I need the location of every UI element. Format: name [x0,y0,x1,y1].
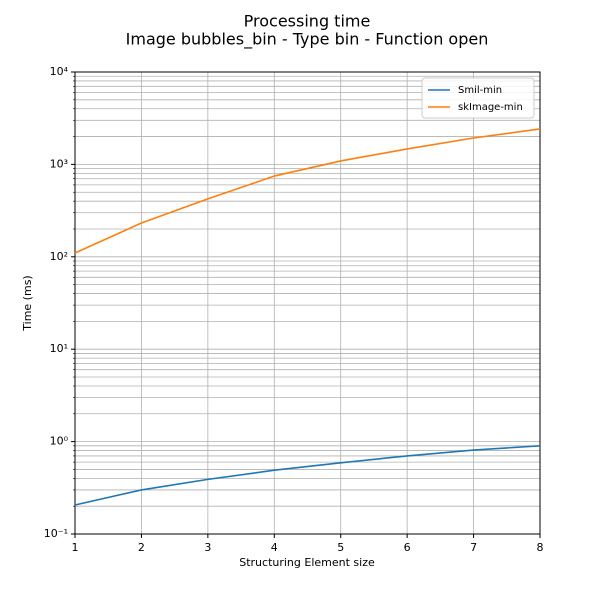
y-tick-label: 10⁴ [50,65,69,78]
line-series [74,445,541,506]
x-tick-label: 1 [72,541,79,554]
chart-subtitle: Image bubbles_bin - Type bin - Function … [126,30,489,50]
legend-box [421,77,535,119]
x-axis-label: Structuring Element size [239,556,375,569]
chart-title: Processing time [244,12,371,31]
x-tick-label: 3 [204,541,211,554]
y-tick-label: 10² [50,250,68,263]
y-tick-label: 10³ [50,157,68,170]
plot-frame [74,71,541,535]
y-tick-label: 10⁰ [50,435,69,448]
line-series [74,128,541,254]
y-tick-label: 10¹ [50,342,68,355]
x-tick-label: 2 [138,541,145,554]
x-tick-label: 5 [337,541,344,554]
legend-label: skImage-min [458,102,523,113]
y-tick-label: 10⁻¹ [44,527,68,540]
x-tick-label: 6 [404,541,411,554]
x-tick-label: 8 [537,541,544,554]
x-tick-label: 7 [470,541,477,554]
legend-label: Smil-min [458,85,502,96]
x-tick-label: 4 [271,541,278,554]
y-axis-label: Time (ms) [21,275,34,331]
